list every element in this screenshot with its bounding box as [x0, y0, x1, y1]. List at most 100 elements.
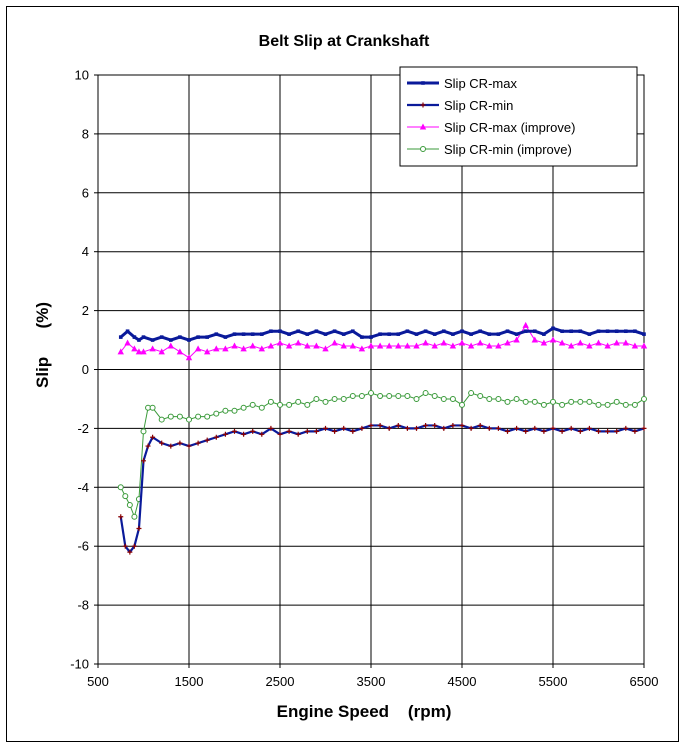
data-point: [468, 425, 474, 431]
data-point: [459, 401, 465, 408]
data-point: [186, 416, 192, 423]
data-point: [541, 428, 547, 434]
data-point: [358, 345, 366, 352]
data-point: [178, 335, 182, 339]
data-point: [136, 526, 142, 532]
data-point: [135, 348, 143, 355]
data-point: [495, 342, 502, 349]
data-point: [513, 336, 520, 343]
data-point: [331, 339, 338, 346]
data-point: [286, 428, 292, 434]
data-point: [249, 342, 256, 349]
data-point: [568, 425, 574, 431]
x-tick-label: 2500: [266, 674, 295, 689]
data-point: [222, 431, 228, 437]
data-point: [340, 395, 347, 402]
data-point: [460, 329, 464, 334]
data-point: [177, 440, 183, 446]
data-point: [405, 329, 410, 334]
data-point: [285, 342, 293, 349]
data-point: [504, 339, 511, 346]
data-point: [440, 339, 447, 346]
data-point: [277, 401, 283, 408]
legend-item: Slip CR-min (improve): [407, 142, 572, 157]
data-point: [369, 335, 373, 339]
x-tick-label: 6500: [630, 674, 659, 689]
data-point: [323, 332, 328, 336]
data-point: [624, 329, 628, 334]
data-point: [413, 342, 420, 349]
data-point: [533, 329, 537, 334]
data-point: [240, 345, 247, 352]
data-point: [150, 338, 155, 342]
data-point: [513, 395, 520, 402]
x-axis-title: Engine Speed (rpm): [277, 702, 452, 721]
data-point: [432, 422, 438, 428]
data-point: [296, 329, 300, 334]
data-point: [641, 395, 647, 402]
data-point: [141, 335, 146, 339]
data-point: [577, 339, 584, 346]
data-point: [423, 422, 429, 428]
data-point: [314, 329, 319, 334]
data-point: [127, 549, 133, 555]
chart-frame: Belt Slip at Crankshaft 500 1500 2500 3500 4…: [6, 6, 679, 742]
data-point: [640, 342, 648, 349]
data-point: [549, 336, 557, 343]
data-point: [350, 428, 356, 434]
data-point: [540, 401, 547, 408]
series-line: [119, 424, 645, 554]
data-point: [349, 393, 356, 400]
data-point: [523, 428, 529, 434]
data-point: [259, 431, 265, 437]
data-point: [622, 339, 629, 346]
data-point: [404, 342, 411, 349]
data-point: [486, 395, 493, 402]
y-tick-label: 2: [82, 303, 89, 318]
data-point: [441, 425, 447, 431]
data-point: [540, 339, 548, 346]
data-point: [523, 329, 528, 334]
data-point: [586, 398, 593, 405]
data-point: [568, 398, 575, 405]
data-point: [614, 428, 620, 434]
data-point: [422, 390, 429, 397]
data-point: [267, 342, 275, 349]
data-point: [304, 401, 311, 408]
data-point: [495, 425, 501, 431]
data-point: [560, 329, 564, 334]
data-point: [613, 398, 620, 405]
data-point: [440, 395, 447, 402]
data-point: [577, 428, 583, 434]
data-point: [205, 335, 209, 339]
data-point: [213, 345, 220, 352]
data-point: [158, 348, 165, 355]
data-point: [117, 484, 124, 491]
data-point: [595, 339, 602, 346]
data-point: [486, 342, 493, 349]
series-1: [118, 326, 646, 342]
data-point: [118, 514, 124, 520]
legend-item: Slip CR-max (improve): [407, 120, 575, 135]
series-4: [117, 390, 647, 520]
data-point: [559, 428, 565, 434]
data-point: [531, 336, 538, 343]
data-point: [332, 329, 337, 334]
data-point: [117, 348, 124, 355]
data-point: [631, 342, 639, 349]
y-axis-title: Slip (%): [33, 302, 52, 388]
data-point: [478, 329, 482, 334]
data-point: [131, 345, 138, 352]
data-point: [140, 428, 147, 435]
data-point: [431, 393, 438, 400]
data-point: [641, 425, 647, 431]
data-point: [141, 458, 146, 464]
data-point: [323, 425, 328, 431]
data-point: [258, 404, 265, 411]
data-point: [241, 332, 246, 336]
data-point: [559, 401, 566, 408]
data-point: [469, 332, 473, 336]
data-point: [451, 332, 455, 336]
data-point: [137, 338, 141, 342]
data-point: [449, 395, 456, 402]
